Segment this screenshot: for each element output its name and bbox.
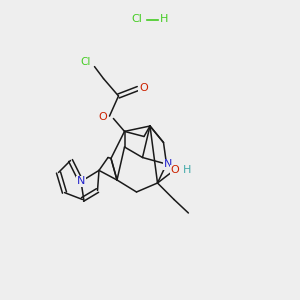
Text: Cl: Cl [80, 57, 91, 68]
Text: O: O [139, 83, 148, 93]
Text: H: H [183, 165, 192, 175]
Text: H: H [160, 14, 169, 25]
Text: N: N [77, 176, 85, 187]
Text: O: O [98, 112, 107, 122]
Text: O: O [170, 165, 179, 175]
Text: Cl: Cl [131, 14, 142, 25]
Text: N: N [164, 159, 172, 169]
